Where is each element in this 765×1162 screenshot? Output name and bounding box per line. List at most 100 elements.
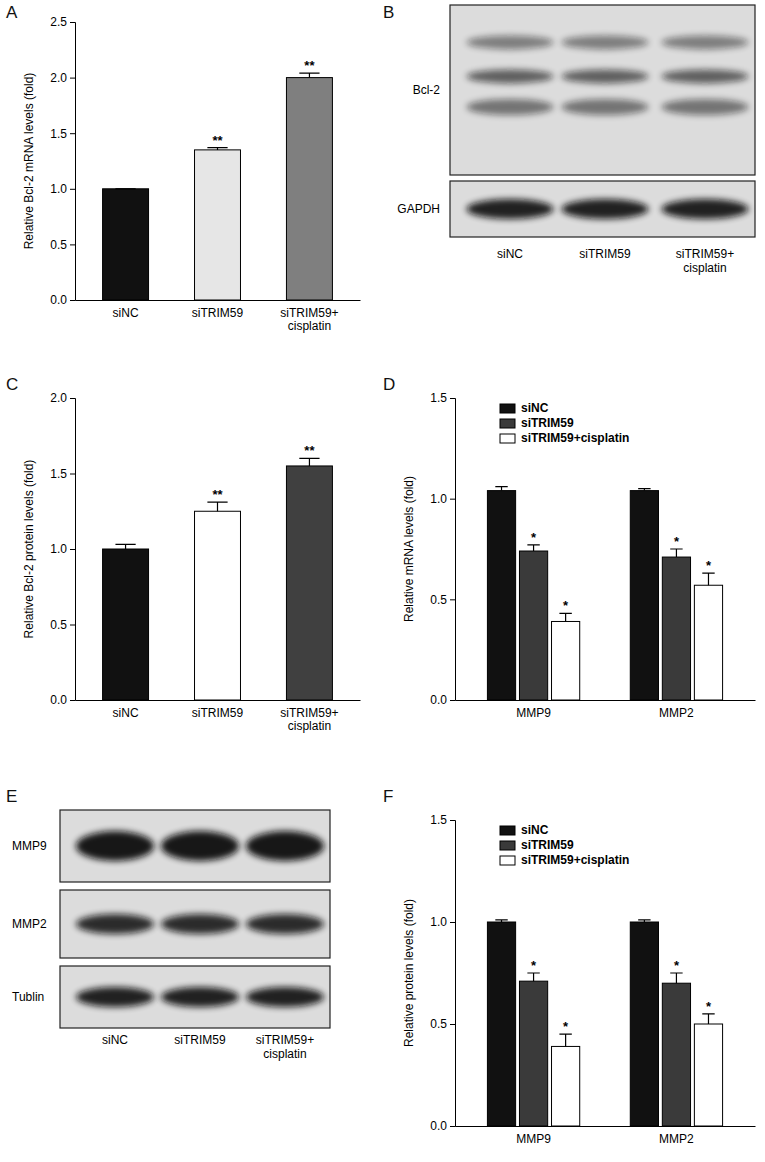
error-bar <box>115 544 135 549</box>
y-tick: 1.5 <box>50 467 75 481</box>
y-tick: 1.0 <box>430 915 455 929</box>
y-tick-mark <box>450 1126 455 1127</box>
y-tick-mark <box>450 499 455 500</box>
y-tick-label: 0.5 <box>430 1017 447 1031</box>
bar <box>103 549 149 700</box>
x-tick-label: siTRIM59+cisplatin <box>280 306 338 334</box>
y-axis: 0.00.51.01.52.02.5 <box>50 15 75 307</box>
y-tick-mark <box>70 474 75 475</box>
x-axis-line <box>456 1126 756 1127</box>
y-tick-mark <box>450 599 455 600</box>
y-tick: 0.5 <box>50 238 75 252</box>
blot-lane-label: siNC <box>102 1033 128 1047</box>
blot-band <box>76 914 154 934</box>
western-blot: MMP9MMP2TublinsiNCsiTRIM59siTRIM59+cispl… <box>12 810 330 1061</box>
bar <box>552 1046 580 1126</box>
significance: * <box>563 598 569 613</box>
y-tick-mark <box>450 1024 455 1025</box>
blot-band <box>661 199 748 219</box>
x-tick-label: MMP2 <box>659 706 694 720</box>
x-axis: siNC siTRIM59 siTRIM59+cisplatin <box>76 301 361 334</box>
blot-row-label: Bcl-2 <box>413 83 441 97</box>
bar <box>519 551 547 700</box>
blot-membrane <box>60 810 330 882</box>
error-bar <box>299 73 319 77</box>
y-tick-label: 1.5 <box>430 391 447 405</box>
bar <box>286 78 332 300</box>
y-tick-label: 0.0 <box>50 693 67 707</box>
x-axis: MMP9MMP2 <box>456 701 756 720</box>
significance: * <box>531 958 537 973</box>
error-bar <box>638 489 650 491</box>
panel-label: A <box>6 3 18 22</box>
y-tick-mark <box>70 244 75 245</box>
y-tick: 1.5 <box>430 813 455 827</box>
blot-band <box>561 199 648 219</box>
bar-chart: ****0.00.51.01.5MMP9MMP2Relative protein… <box>402 813 756 1145</box>
bar <box>662 557 690 700</box>
y-tick-mark <box>70 700 75 701</box>
blot-band <box>246 914 324 934</box>
blot-band <box>661 69 748 83</box>
x-tick-label: MMP9 <box>516 1132 551 1146</box>
error-bar <box>495 487 507 491</box>
x-axis: siNCsiTRIM59siTRIM59+cisplatin <box>76 701 361 734</box>
blot-band <box>466 99 553 115</box>
blot-row-label: Tublin <box>12 990 44 1004</box>
bar <box>694 585 722 700</box>
bar <box>487 922 515 1126</box>
error-bar <box>115 188 135 189</box>
x-tick: siTRIM59+cisplatin <box>280 706 338 734</box>
blot-lane-label: siTRIM59+cisplatin <box>676 247 734 275</box>
legend-label: siNC <box>521 823 549 837</box>
error-bar <box>559 1034 571 1046</box>
significance: * <box>706 999 712 1014</box>
y-axis: 0.00.51.01.5 <box>430 391 455 707</box>
y-axis-line <box>450 821 456 1127</box>
x-axis-line <box>76 700 361 701</box>
y-tick-label: 1.0 <box>430 915 447 929</box>
blot-lane-label: siTRIM59 <box>579 247 631 261</box>
y-tick: 0.5 <box>430 1017 455 1031</box>
significance: * <box>563 1019 569 1034</box>
y-tick-label: 1.5 <box>50 127 67 141</box>
y-tick: 1.0 <box>50 182 75 196</box>
x-tick-label: MMP2 <box>659 1132 694 1146</box>
error-bar <box>495 920 507 922</box>
blot-band <box>561 69 648 83</box>
x-tick-label: siNC <box>113 306 139 320</box>
blot-membrane <box>450 5 755 175</box>
y-tick-label: 2.5 <box>50 15 67 29</box>
y-tick: 2.0 <box>50 391 75 405</box>
y-tick-label: 1.0 <box>430 492 447 506</box>
blot-band <box>561 99 648 115</box>
error-bar <box>702 573 714 585</box>
blot-band <box>161 831 239 861</box>
panel-label: C <box>6 375 18 394</box>
y-tick: 0.0 <box>50 293 75 307</box>
y-axis-line <box>70 23 76 301</box>
y-tick-mark <box>450 398 455 399</box>
bar <box>103 189 149 300</box>
y-tick-mark <box>70 398 75 399</box>
x-tick: siTRIM59 <box>192 306 244 320</box>
western-blot: Bcl-2GAPDHsiNCsiTRIM59siTRIM59+cisplatin <box>397 5 755 275</box>
blot-band <box>466 35 553 49</box>
legend-swatch <box>500 856 515 865</box>
plot-area <box>103 458 333 700</box>
x-axis: MMP9 MMP2 <box>456 1127 756 1146</box>
y-tick-mark <box>70 300 75 301</box>
bar <box>487 491 515 700</box>
y-tick-mark <box>70 133 75 134</box>
x-tick: MMP2 <box>659 706 694 720</box>
blot-band <box>246 831 324 861</box>
significance: * <box>674 534 680 549</box>
blot-membrane <box>60 966 330 1028</box>
y-tick-label: 0.0 <box>430 1119 447 1133</box>
error-bar <box>670 973 682 983</box>
y-axis-line <box>450 399 456 701</box>
figure: A * * * * 0.0 0.5 1.0 1.5 2.0 2.5 siNC siTRIM59 siTRI… <box>0 0 765 1162</box>
y-tick-label: 0.0 <box>50 293 67 307</box>
panel-label: F <box>383 787 393 806</box>
bar <box>286 466 332 700</box>
